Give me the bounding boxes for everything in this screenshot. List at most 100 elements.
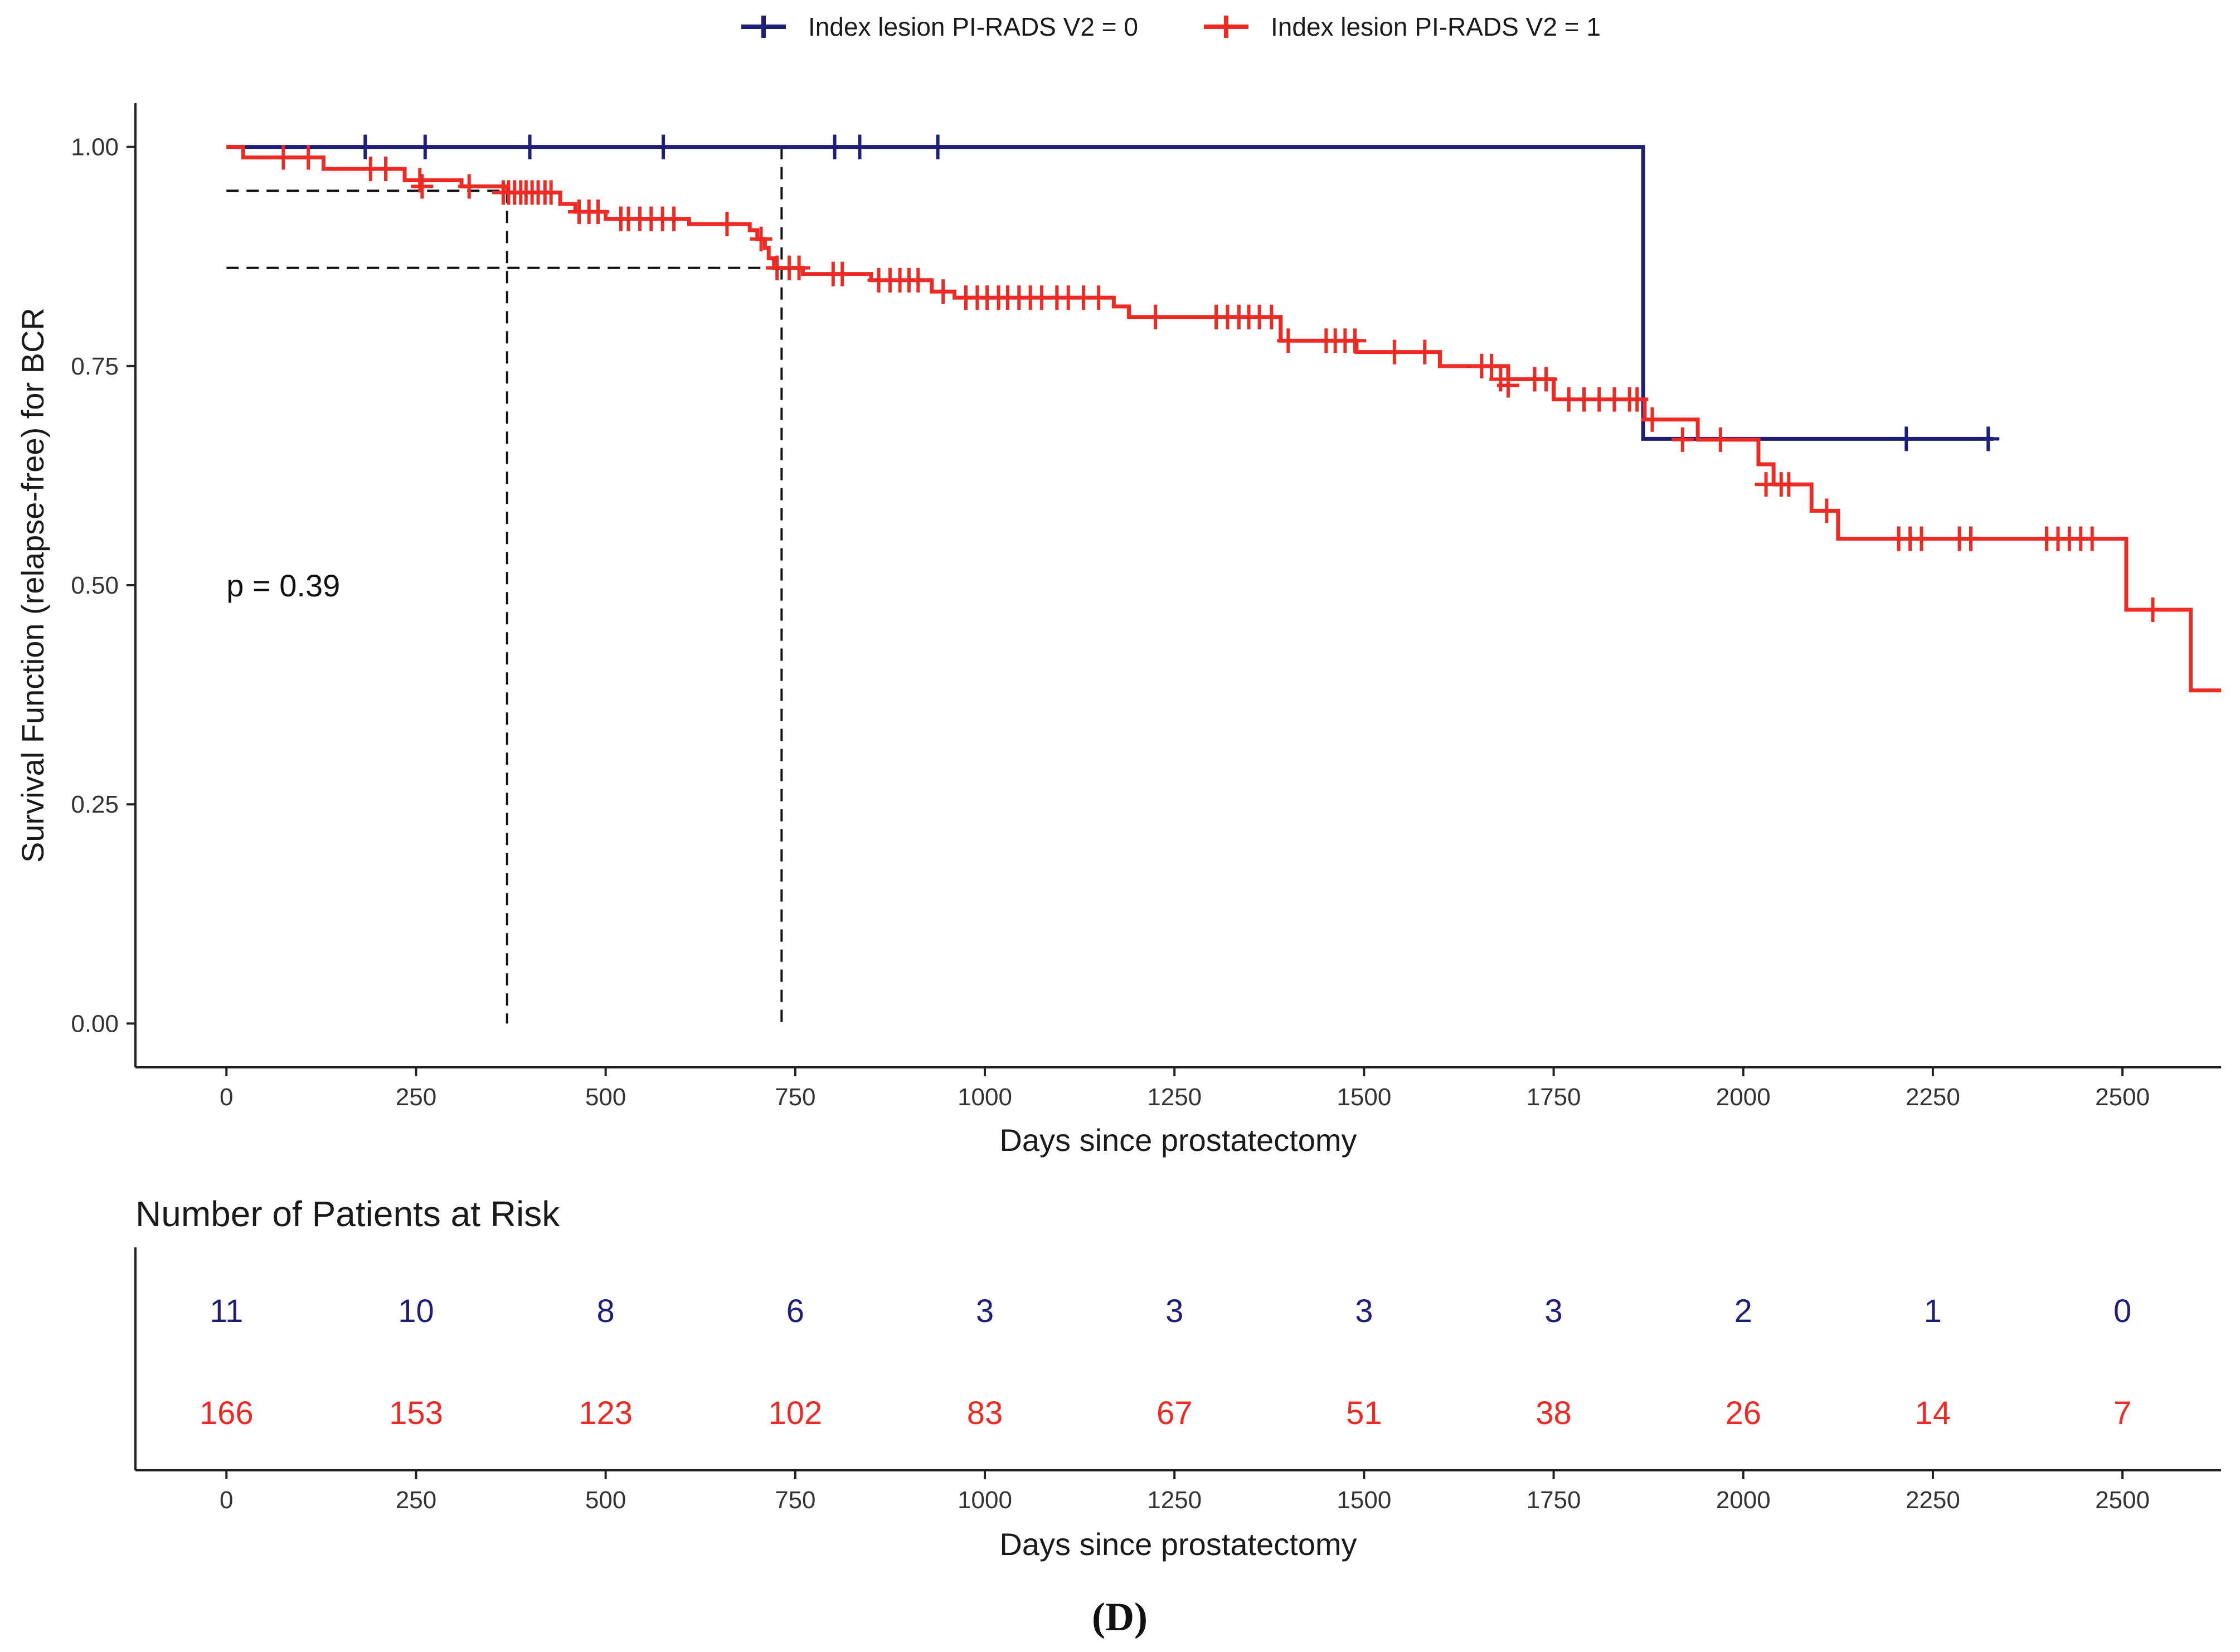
x-tick-label: 2000: [1716, 1083, 1771, 1111]
survival-curves: [226, 145, 2221, 693]
censor-mark-group1: [716, 212, 738, 237]
censor-mark-group1: [2081, 526, 2103, 551]
risk-x-tick-label: 500: [585, 1486, 626, 1514]
risk-count-group1: 14: [1915, 1395, 1951, 1431]
risk-count-group1: 166: [200, 1395, 254, 1431]
risk-count-group1: 123: [579, 1395, 633, 1431]
censor-mark-group1: [1496, 373, 1519, 398]
censor-mark-group1: [750, 226, 772, 251]
y-tick-label: 0.25: [71, 791, 119, 818]
censor-mark-group1: [1959, 526, 1982, 551]
y-tick-label: 0.50: [71, 572, 119, 599]
censor-mark-group1: [540, 180, 562, 205]
risk-count-group1: 67: [1157, 1395, 1193, 1431]
risk-x-tick-label: 1500: [1337, 1486, 1391, 1514]
risk-count-group0: 3: [1544, 1293, 1562, 1329]
censor-mark-group1: [1709, 427, 1732, 452]
risk-x-tick-label: 1750: [1527, 1486, 1581, 1514]
censor-mark-group1: [1277, 328, 1300, 353]
risk-x-tick-label: 1250: [1147, 1486, 1202, 1514]
censor-mark-group1: [1626, 387, 1649, 412]
legend-item-group0: Index lesion PI-RADS V2 = 0: [741, 12, 1138, 41]
censor-mark-group1: [663, 206, 686, 231]
risk-count-group1: 153: [389, 1395, 443, 1431]
p-value-annotation: p = 0.39: [226, 568, 340, 603]
risk-count-group0: 11: [210, 1293, 243, 1329]
censor-mark-group1: [1534, 367, 1557, 392]
x-tick-label: 750: [775, 1083, 815, 1111]
censor-mark-group1: [1383, 339, 1406, 365]
censor-mark-group1: [1815, 498, 1838, 523]
legend: Index lesion PI-RADS V2 = 0 Index lesion…: [741, 12, 1601, 41]
censor-mark-group1: [2141, 597, 2164, 623]
x-tick-label: 1000: [958, 1083, 1012, 1111]
censor-mark-group1: [1413, 339, 1436, 365]
censor-mark-group1: [1910, 526, 1933, 551]
risk-x-tick-label: 0: [220, 1486, 233, 1514]
risk-count-group0: 3: [976, 1293, 994, 1329]
risk-x-tick-label: 2250: [1906, 1486, 1960, 1514]
risk-x-tick-label: 2500: [2095, 1486, 2150, 1514]
legend-swatch-group1-icon: [1204, 16, 1248, 38]
x-tick-label: 1250: [1147, 1083, 1202, 1111]
survival-curve-group1: [226, 145, 2221, 693]
risk-x-tick-label: 1000: [958, 1486, 1012, 1514]
censor-mark-group0: [848, 134, 871, 159]
censor-mark-group1: [1260, 304, 1283, 329]
censor-mark-group1: [272, 145, 295, 170]
x-tick-label: 1500: [1337, 1083, 1391, 1111]
censor-mark-group0: [354, 134, 377, 159]
y-tick-label: 0.75: [71, 353, 119, 380]
risk-table-x-axis-label: Days since prostatectomy: [999, 1527, 1357, 1562]
legend-label-group1: Index lesion PI-RADS V2 = 1: [1271, 12, 1601, 41]
x-tick-label: 250: [396, 1083, 436, 1111]
risk-table: Number of Patients at Risk 11 10 8 6 3 3 3 3 2 1 0…: [134, 1194, 2221, 1562]
censor-mark-group1: [297, 145, 320, 170]
censor-mark-group1: [1480, 353, 1503, 378]
risk-count-group1: 51: [1346, 1395, 1382, 1431]
censor-mark-group1: [409, 168, 431, 193]
risk-count-group1: 83: [967, 1395, 1003, 1431]
censor-mark-group1: [1087, 285, 1110, 310]
censor-mark-group1: [1777, 472, 1800, 497]
y-tick-label: 1.00: [71, 134, 119, 161]
censor-mark-group1: [587, 200, 610, 225]
risk-count-group1: 102: [768, 1395, 822, 1431]
x-axis-label: Days since prostatectomy: [999, 1123, 1357, 1158]
censor-mark-group1: [788, 255, 810, 280]
censor-mark-group1: [375, 156, 397, 181]
risk-count-group1: 26: [1725, 1395, 1761, 1431]
x-tick-label: 500: [585, 1083, 626, 1111]
legend-item-group1: Index lesion PI-RADS V2 = 1: [1204, 12, 1601, 41]
censor-mark-group0: [926, 134, 949, 159]
median-reference-lines: [226, 147, 783, 1024]
risk-count-group0: 2: [1734, 1293, 1752, 1329]
censor-mark-group1: [1344, 328, 1367, 353]
censor-mark-group1: [1671, 427, 1694, 452]
censor-mark-group1: [458, 174, 480, 199]
x-tick-label: 2500: [2095, 1083, 2150, 1111]
censor-mark-group0: [823, 134, 846, 159]
x-tick-label: 1750: [1527, 1083, 1581, 1111]
risk-count-group1: 38: [1536, 1395, 1572, 1431]
risk-count-group0: 0: [2113, 1293, 2131, 1329]
risk-table-title: Number of Patients at Risk: [135, 1194, 560, 1234]
censor-mark-group0: [414, 134, 436, 159]
censor-mark-group1: [1144, 304, 1167, 329]
y-axis-label: Survival Function (relapse-free) for BCR: [15, 308, 50, 863]
censor-mark-group0: [652, 134, 675, 159]
censor-mark-group0: [518, 134, 541, 159]
risk-count-group0: 6: [786, 1293, 804, 1329]
panel-label: (D): [1092, 1595, 1148, 1639]
y-tick-label: 0.00: [71, 1010, 119, 1037]
x-axis-ticks: 0 250 500 750 1000 1250 1500 1750 2000 2250 2500: [220, 1067, 2150, 1111]
risk-count-group0: 3: [1165, 1293, 1183, 1329]
y-axis-ticks: 0.00 0.25 0.50 0.75 1.00: [71, 134, 135, 1037]
censor-mark-group1: [932, 279, 955, 304]
censor-mark-group1: [907, 268, 930, 293]
censor-mark-group0: [1977, 426, 2000, 451]
censor-mark-group1: [411, 174, 434, 199]
risk-count-group0: 8: [597, 1293, 615, 1329]
